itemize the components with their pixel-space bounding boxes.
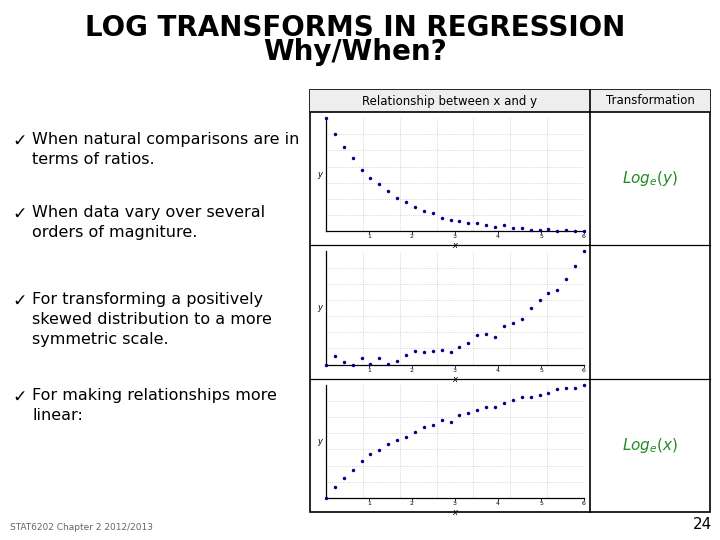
Text: When natural comparisons are in
terms of ratios.: When natural comparisons are in terms of…	[32, 132, 300, 167]
Text: For transforming a positively
skewed distribution to a more
symmetric scale.: For transforming a positively skewed dis…	[32, 292, 272, 347]
Text: ✓: ✓	[12, 292, 27, 310]
Text: 5: 5	[539, 234, 543, 239]
Text: ✓: ✓	[12, 388, 27, 406]
Text: 2: 2	[410, 368, 414, 373]
Text: 5: 5	[539, 368, 543, 373]
Text: Relationship between x and y: Relationship between x and y	[362, 94, 538, 107]
Text: 4: 4	[496, 501, 500, 506]
Text: 3: 3	[453, 368, 457, 373]
Text: 1: 1	[367, 501, 371, 506]
Text: ✓: ✓	[12, 205, 27, 223]
Text: 5: 5	[539, 501, 543, 506]
Text: Transformation: Transformation	[606, 94, 694, 107]
Text: 1: 1	[367, 234, 371, 239]
Text: 3: 3	[453, 234, 457, 239]
Text: Why/When?: Why/When?	[263, 38, 447, 66]
Text: 1: 1	[367, 368, 371, 373]
Bar	[310, 90, 710, 512]
Bar	[310, 90, 710, 112]
Text: For making relationships more
linear:: For making relationships more linear:	[32, 388, 277, 423]
Text: 2: 2	[410, 501, 414, 506]
Text: x: x	[452, 241, 457, 251]
Text: y: y	[317, 437, 322, 446]
Text: When data vary over several
orders of magniture.: When data vary over several orders of ma…	[32, 205, 265, 240]
Text: 3: 3	[453, 501, 457, 506]
Text: $\mathit{Log_e(x)}$: $\mathit{Log_e(x)}$	[622, 436, 678, 455]
Text: STAT6202 Chapter 2 2012/2013: STAT6202 Chapter 2 2012/2013	[10, 523, 153, 532]
Text: y: y	[317, 303, 322, 313]
Text: y: y	[317, 170, 322, 179]
Text: 24: 24	[693, 517, 712, 532]
Text: 2: 2	[410, 234, 414, 239]
Text: 4: 4	[496, 234, 500, 239]
Text: 6: 6	[582, 501, 586, 506]
Text: LOG TRANSFORMS IN REGRESSION: LOG TRANSFORMS IN REGRESSION	[85, 14, 625, 42]
Text: x: x	[452, 508, 457, 517]
Text: x: x	[452, 375, 457, 383]
Text: 4: 4	[496, 368, 500, 373]
Text: $\mathit{Log_e(y)}$: $\mathit{Log_e(y)}$	[622, 169, 678, 188]
Text: 6: 6	[582, 368, 586, 373]
Text: ✓: ✓	[12, 132, 27, 150]
Text: 6: 6	[582, 234, 586, 239]
